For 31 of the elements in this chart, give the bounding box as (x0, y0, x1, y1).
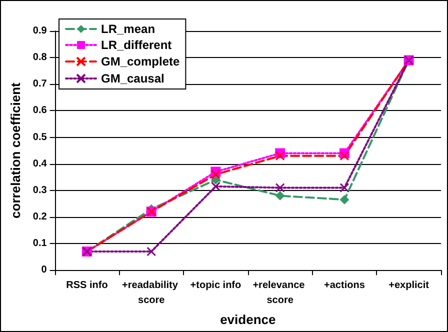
legend-label: LR_different (101, 38, 172, 52)
point (340, 195, 349, 204)
y-tick-label: 0 (41, 264, 48, 276)
x-tick-label: +relevance score (252, 280, 308, 306)
x-tick-label: +readability score (122, 280, 181, 306)
point (276, 191, 285, 200)
legend-label: GM_complete (101, 54, 180, 68)
point (275, 151, 285, 161)
point (146, 246, 156, 256)
y-tick-label: 0.9 (32, 26, 48, 36)
x-tick-label: +actions (324, 280, 366, 292)
y-axis-title: correlation coefficient (8, 82, 23, 218)
y-tick-label: 0.6 (32, 105, 48, 116)
x-tick-label: +explicit (388, 280, 430, 292)
point (340, 151, 350, 161)
y-tick-label: 0.1 (32, 238, 48, 250)
legend-label: LR_mean (101, 22, 156, 36)
legend-label: GM_causal (101, 72, 164, 86)
y-tick-label: 0.2 (32, 211, 48, 222)
y-tick-label: 0.7 (32, 78, 48, 90)
y-tick-label: 0.3 (32, 184, 48, 196)
point (210, 182, 220, 192)
y-tick-label: 0.8 (32, 52, 48, 64)
y-tick-label: 0.4 (32, 158, 48, 170)
x-tick-label: +topic info (190, 280, 242, 292)
point (210, 170, 220, 180)
point (275, 182, 285, 192)
point (340, 182, 350, 192)
x-axis-title: evidence (220, 312, 276, 327)
y-tick-label: 0.5 (32, 132, 48, 143)
x-tick-label: RSS info (66, 280, 108, 292)
